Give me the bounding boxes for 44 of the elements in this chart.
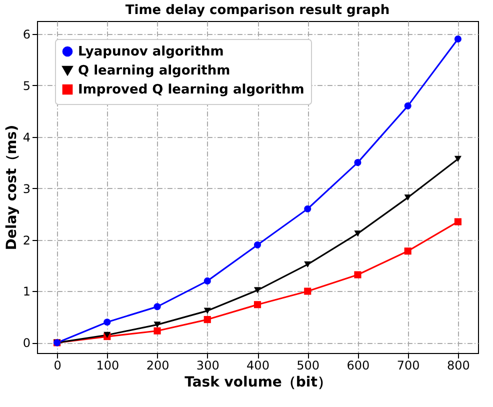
point [204, 308, 211, 314]
point [154, 327, 161, 334]
point [304, 261, 312, 268]
y-tick-label: 0 [22, 336, 30, 350]
point [254, 301, 262, 308]
point [154, 303, 161, 310]
x-tick-label: 100 [96, 358, 120, 372]
x-tick-label: 300 [196, 358, 220, 372]
point [304, 205, 312, 212]
point [254, 241, 262, 248]
point [154, 322, 161, 328]
point [454, 218, 462, 226]
x-axis-title: Task volume（bit） [184, 374, 332, 390]
x-tick-label: 400 [246, 358, 270, 372]
point [354, 230, 362, 237]
point [404, 102, 412, 110]
point [354, 271, 362, 278]
point [454, 156, 462, 162]
point [404, 248, 412, 255]
y-tick-label: 3 [22, 182, 30, 196]
y-tick-label: 2 [22, 233, 30, 248]
chart-title: Time delay comparison result graph [125, 3, 390, 18]
y-tick-label: 6 [22, 27, 30, 42]
point [204, 277, 211, 284]
y-tick-label: 4 [22, 130, 30, 144]
x-tick-label: 700 [396, 358, 420, 372]
legend-label: Q learning algorithm [78, 64, 230, 78]
y-tick-label: 1 [22, 284, 30, 299]
y-tick-label: 5 [22, 78, 30, 93]
x-tick-label: 500 [296, 358, 320, 372]
legend-label: Lyapunov algorithm [78, 44, 224, 60]
legend-label: Improved Q learning algorithm [78, 82, 304, 98]
x-tick-label: 600 [346, 358, 370, 372]
x-tick-label: 800 [447, 358, 470, 372]
point [204, 316, 211, 324]
x-tick-label: 200 [146, 358, 170, 372]
x-tick-label: 0 [54, 358, 62, 372]
point [254, 287, 262, 294]
point [454, 35, 462, 43]
point [404, 194, 412, 201]
y-axis-title: Delay cost（ms) [4, 124, 20, 250]
point [304, 288, 312, 295]
point [354, 159, 362, 166]
point [104, 318, 111, 326]
